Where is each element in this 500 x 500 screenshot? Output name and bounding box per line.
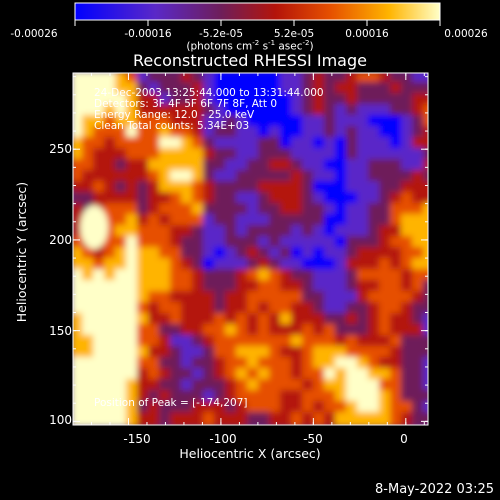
axis-ticks <box>72 73 428 425</box>
heatmap-cell <box>423 368 428 383</box>
heatmap-cell <box>423 115 428 130</box>
y-tick-label: 150 <box>49 324 72 338</box>
colorbar-tick-label: 0.00026 <box>444 28 488 40</box>
colorbar-gradient <box>74 2 441 21</box>
unit-sup: -1 <box>268 39 276 47</box>
annotation-energy-range: Energy Range: 12.0 - 25.0 keV <box>94 109 255 121</box>
colorbar-tick-label: 0.00016 <box>345 28 389 40</box>
heatmap-cell <box>423 148 428 163</box>
heatmap-cell <box>423 401 428 416</box>
x-axis-label: Heliocentric X (arcsec) <box>179 446 321 461</box>
heatmap-cell <box>423 203 428 218</box>
plot-frame <box>72 72 429 426</box>
heatmap-cell <box>423 280 428 295</box>
heatmap-cell <box>423 247 428 262</box>
y-tick-label: 200 <box>49 233 72 247</box>
heatmap-cell <box>423 104 428 119</box>
annotation-detectors: Detectors: 3F 4F 5F 6F 7F 8F, Att 0 <box>94 98 278 110</box>
unit-sup: -2 <box>302 39 310 47</box>
heatmap-cell <box>423 236 428 251</box>
y-tick-label: 250 <box>49 142 72 156</box>
heatmap-cell <box>423 313 428 328</box>
x-tick-label: -100 <box>209 432 237 446</box>
peak-hotspot <box>80 205 109 250</box>
colorbar-tick-label: -0.00016 <box>124 28 172 40</box>
colorbar-tick-label: -0.00026 <box>10 28 58 40</box>
x-tick-label: 0 <box>400 432 408 446</box>
heatmap-cell <box>423 302 428 317</box>
heatmap-cell <box>423 258 428 273</box>
annotation-peak-position: Position of Peak = [-174,207] <box>94 397 248 409</box>
heatmap-cell <box>423 137 428 152</box>
heatmap-cell <box>423 181 428 196</box>
x-tick-label: -150 <box>123 432 151 446</box>
heatmap-cell <box>423 324 428 339</box>
heatmap-image <box>73 73 428 425</box>
heatmap-cell <box>423 192 428 207</box>
heatmap-cell <box>423 412 428 425</box>
colorbar-tick-label: -5.2e-05 <box>198 28 244 40</box>
heatmap-cell <box>423 126 428 141</box>
x-tick-label: -50 <box>303 432 323 446</box>
heatmap-cell <box>423 93 428 108</box>
unit-mid: s <box>259 40 269 53</box>
annotation-total-counts: Clean Total counts: 5.34E+03 <box>94 120 250 132</box>
heatmap-cell <box>423 73 428 86</box>
unit-prefix: (photons cm <box>186 40 253 53</box>
colorbar <box>74 2 441 26</box>
heatmap-cell <box>423 159 428 174</box>
heatmap-cell <box>423 291 428 306</box>
y-tick-label: 100 <box>49 413 72 427</box>
heatmap-cell <box>423 82 428 97</box>
colorbar-unit-label: (photons cm-2 s-1 asec-2) <box>186 40 313 52</box>
unit-mid: asec <box>275 40 303 53</box>
heatmap-cell <box>423 357 428 372</box>
y-axis-label: Heliocentric Y (arcsec) <box>13 181 29 323</box>
heatmap-cell <box>423 225 428 240</box>
heatmap-cell <box>423 346 428 361</box>
footer-timestamp: 8-May-2022 03:25 <box>375 482 494 497</box>
heatmap-cell <box>423 390 428 405</box>
unit-sup: -2 <box>252 39 260 47</box>
chart-title: Reconstructed RHESSI Image <box>133 51 367 70</box>
annotation-time-range: 24-Dec-2003 13:25:44.000 to 13:31:44.000 <box>94 87 324 99</box>
colorbar-tick-label: 5.2e-05 <box>273 28 315 40</box>
heatmap-cell <box>423 170 428 185</box>
unit-suffix: ) <box>309 40 314 53</box>
heatmap-cell <box>423 335 428 350</box>
heatmap-cell <box>423 379 428 394</box>
